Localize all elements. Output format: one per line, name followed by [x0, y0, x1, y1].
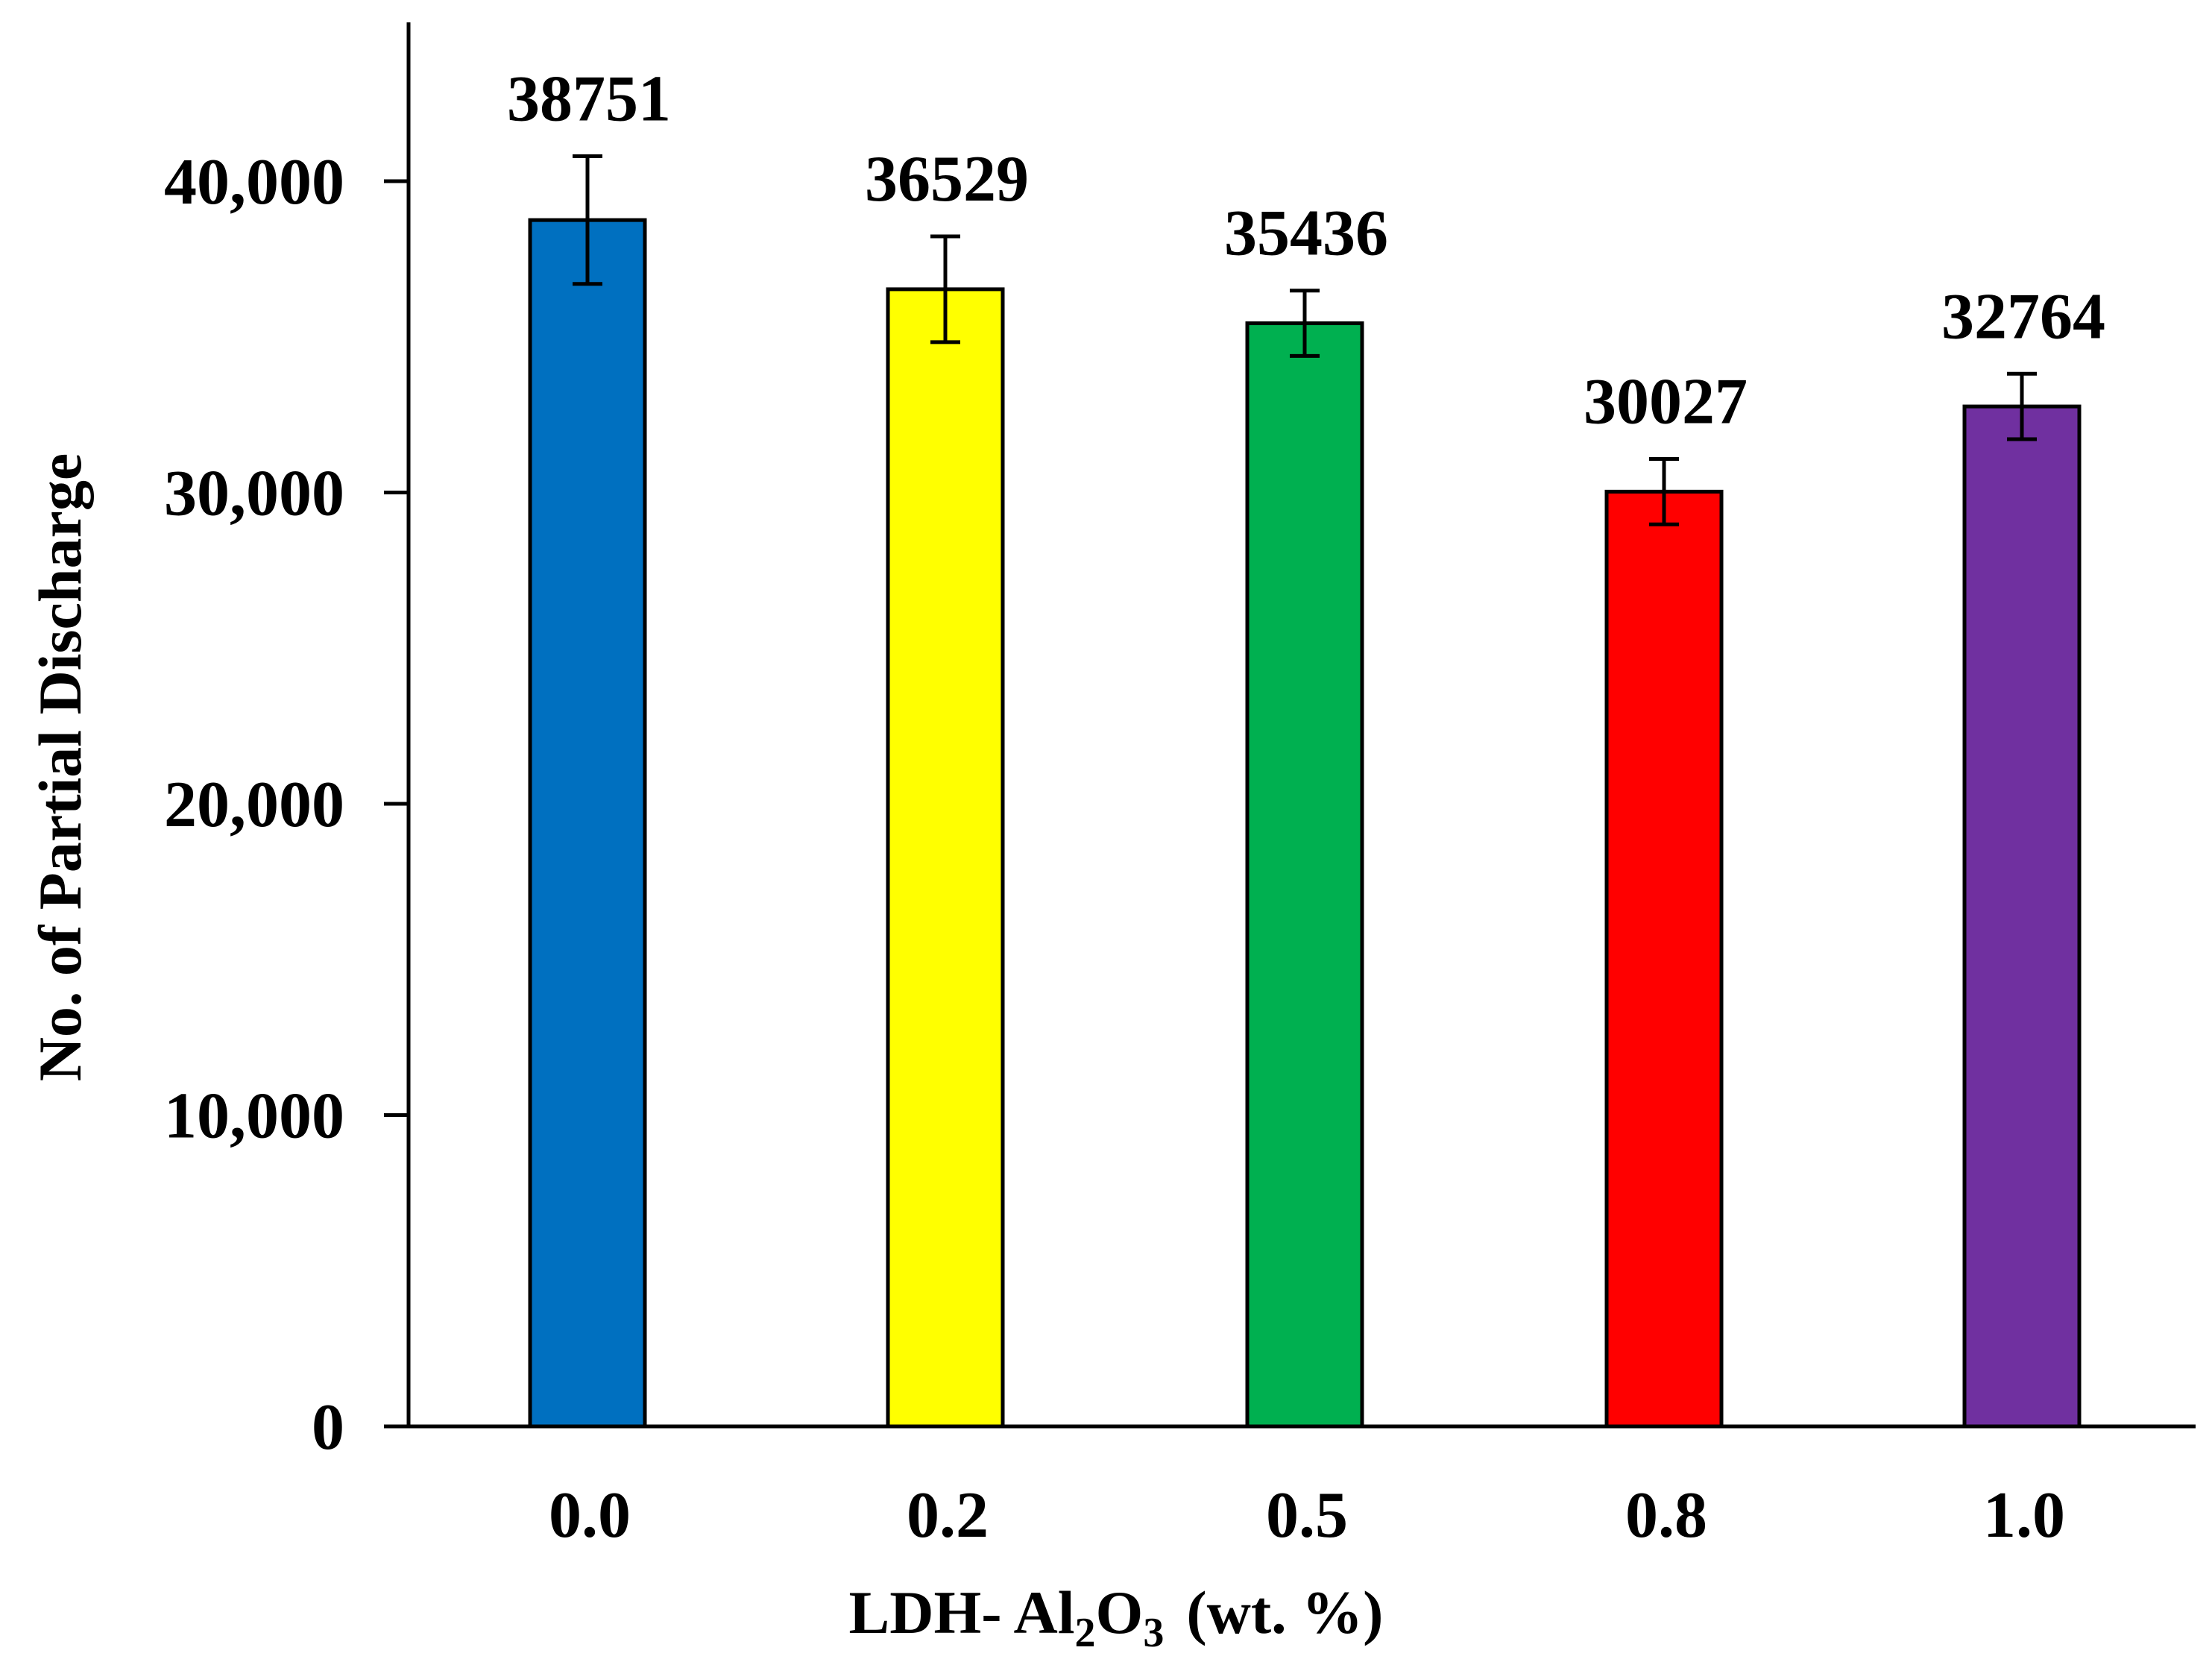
bar-0.0 — [528, 218, 647, 1429]
bar-1.0 — [1962, 404, 2082, 1429]
bar-0.5 — [1245, 321, 1364, 1429]
y-tick-label: 20,000 — [164, 769, 344, 841]
data-label-0.5: 35436 — [1224, 198, 1388, 270]
x-axis-title: LDH- Al2O3 (wt. %) — [849, 1579, 1384, 1656]
y-tick-label: 30,000 — [164, 458, 344, 530]
x-axis-title-mid: O — [1096, 1579, 1144, 1646]
x-tick-label-0.8: 0.8 — [1625, 1479, 1707, 1552]
error-bar-1.0 — [2007, 371, 2037, 441]
y-tick-label: 40,000 — [164, 146, 344, 218]
x-tick-label-0.0: 0.0 — [549, 1479, 631, 1552]
data-label-0.8: 30027 — [1584, 366, 1748, 438]
error-bar-0.5 — [1290, 289, 1320, 358]
x-tick-label-0.2: 0.2 — [907, 1479, 989, 1552]
bar-0.8 — [1604, 489, 1724, 1429]
y-ticks: 0 10,000 20,000 30,000 40,000 — [164, 146, 409, 1464]
y-tick-label: 0 — [312, 1391, 344, 1464]
y-tick-label: 10,000 — [164, 1080, 344, 1153]
data-label-0.2: 36529 — [865, 143, 1029, 215]
data-labels: 38751 36529 35436 30027 32764 — [507, 63, 2105, 438]
data-label-1.0: 32764 — [1941, 280, 2105, 353]
x-axis-title-prefix: LDH- Al — [849, 1579, 1075, 1646]
x-tick-label-1.0: 1.0 — [1983, 1479, 2065, 1552]
x-tick-label-0.5: 0.5 — [1266, 1479, 1348, 1552]
error-bar-0.0 — [573, 154, 602, 286]
x-axis-title-subscript-1: 2 — [1075, 1610, 1096, 1656]
error-bar-0.2 — [930, 234, 960, 344]
error-bar-0.8 — [1649, 457, 1679, 526]
bar-0.2 — [886, 287, 1005, 1429]
error-bars — [573, 154, 2037, 526]
axes — [384, 22, 2196, 1429]
x-tick-labels: 0.0 0.2 0.5 0.8 1.0 — [549, 1479, 2065, 1552]
y-axis-title: No. of Partial Discharge — [26, 453, 94, 1082]
x-axis-title-suffix: (wt. %) — [1186, 1579, 1383, 1646]
x-axis-title-subscript-2: 3 — [1143, 1610, 1164, 1656]
bars — [528, 218, 2082, 1429]
data-label-0.0: 38751 — [507, 63, 671, 136]
